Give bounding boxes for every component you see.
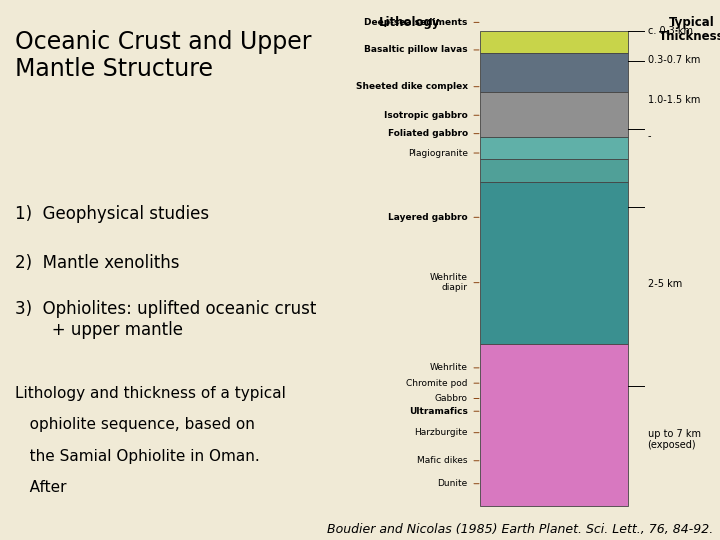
Text: Typical
Thickness: Typical Thickness [659,16,720,43]
Text: 1)  Geophysical studies: 1) Geophysical studies [14,205,209,223]
Text: Foliated gabbro: Foliated gabbro [387,129,468,138]
Text: -: - [647,131,651,141]
Text: Gabbro: Gabbro [435,394,468,403]
Text: ophiolite sequence, based on: ophiolite sequence, based on [14,417,254,433]
Text: After: After [14,480,66,495]
Bar [480,31,628,53]
Text: up to 7 km
(exposed): up to 7 km (exposed) [647,429,701,450]
Text: Wehrlite: Wehrlite [430,363,468,373]
Text: 2-5 km: 2-5 km [647,279,682,289]
Bar [480,53,628,92]
Text: 2)  Mantle xenoliths: 2) Mantle xenoliths [14,254,179,272]
Bar [480,344,628,505]
Text: Oceanic Crust and Upper
Mantle Structure: Oceanic Crust and Upper Mantle Structure [14,30,311,80]
Text: 3)  Ophiolites: uplifted oceanic crust
       + upper mantle: 3) Ophiolites: uplifted oceanic crust + … [14,300,316,339]
Text: Basaltic pillow lavas: Basaltic pillow lavas [364,45,468,55]
Text: Deep-sea sediments: Deep-sea sediments [364,18,468,27]
Bar [480,159,628,182]
Text: Lithology and thickness of a typical: Lithology and thickness of a typical [14,386,285,401]
Text: Layered gabbro: Layered gabbro [388,213,468,222]
Bar [480,182,628,344]
Text: Chromite pod: Chromite pod [406,379,468,388]
Text: the Samial Ophiolite in Oman.: the Samial Ophiolite in Oman. [14,449,259,464]
Text: Isotropic gabbro: Isotropic gabbro [384,111,468,120]
Text: Mafic dikes: Mafic dikes [417,456,468,465]
Text: Dunite: Dunite [438,479,468,488]
Text: Harzburgite: Harzburgite [414,428,468,437]
Text: Plagiogranite: Plagiogranite [408,148,468,158]
Text: Wehrlite
diapir: Wehrlite diapir [430,273,468,292]
Text: Boudier and Nicolas (1985) Earth Planet. Sci. Lett., 76, 84-92.: Boudier and Nicolas (1985) Earth Planet.… [327,523,713,536]
Text: Sheeted dike complex: Sheeted dike complex [356,82,468,91]
Text: 1.0-1.5 km: 1.0-1.5 km [647,95,700,105]
Text: c. 0.3 km: c. 0.3 km [647,26,693,36]
Text: Lithology: Lithology [379,16,440,29]
Text: Ultramafics: Ultramafics [409,407,468,416]
Bar [480,92,628,137]
Text: 0.3-0.7 km: 0.3-0.7 km [647,55,700,65]
Bar [480,137,628,159]
